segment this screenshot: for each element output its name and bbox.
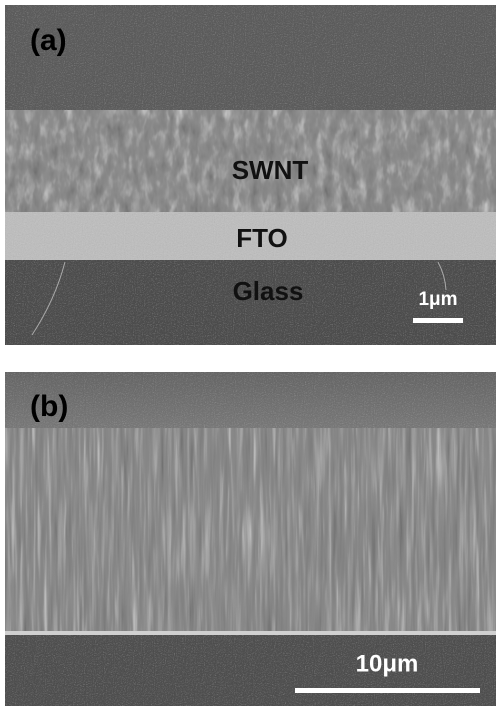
scale-bar (295, 688, 480, 693)
scale-bar-label: 1μm (418, 289, 457, 310)
panel-b: (b) 10μm (5, 372, 496, 706)
substrate (5, 635, 496, 706)
panel-label: (a) (30, 24, 67, 57)
top-surface (5, 372, 496, 432)
nanotube-layer (5, 428, 496, 633)
scale-bar (413, 318, 463, 323)
layer-label: FTO (236, 223, 288, 253)
substrate-edge (5, 631, 496, 635)
figure: (a) SWNT FTO Glass 1μm (b) 10μm (0, 0, 499, 711)
scale-bar-label: 10μm (356, 650, 419, 677)
layer-label: Glass (233, 276, 304, 306)
panel-label: (b) (30, 390, 68, 423)
layer-label: SWNT (232, 155, 309, 185)
panel-a: (a) SWNT FTO Glass 1μm (5, 5, 496, 345)
